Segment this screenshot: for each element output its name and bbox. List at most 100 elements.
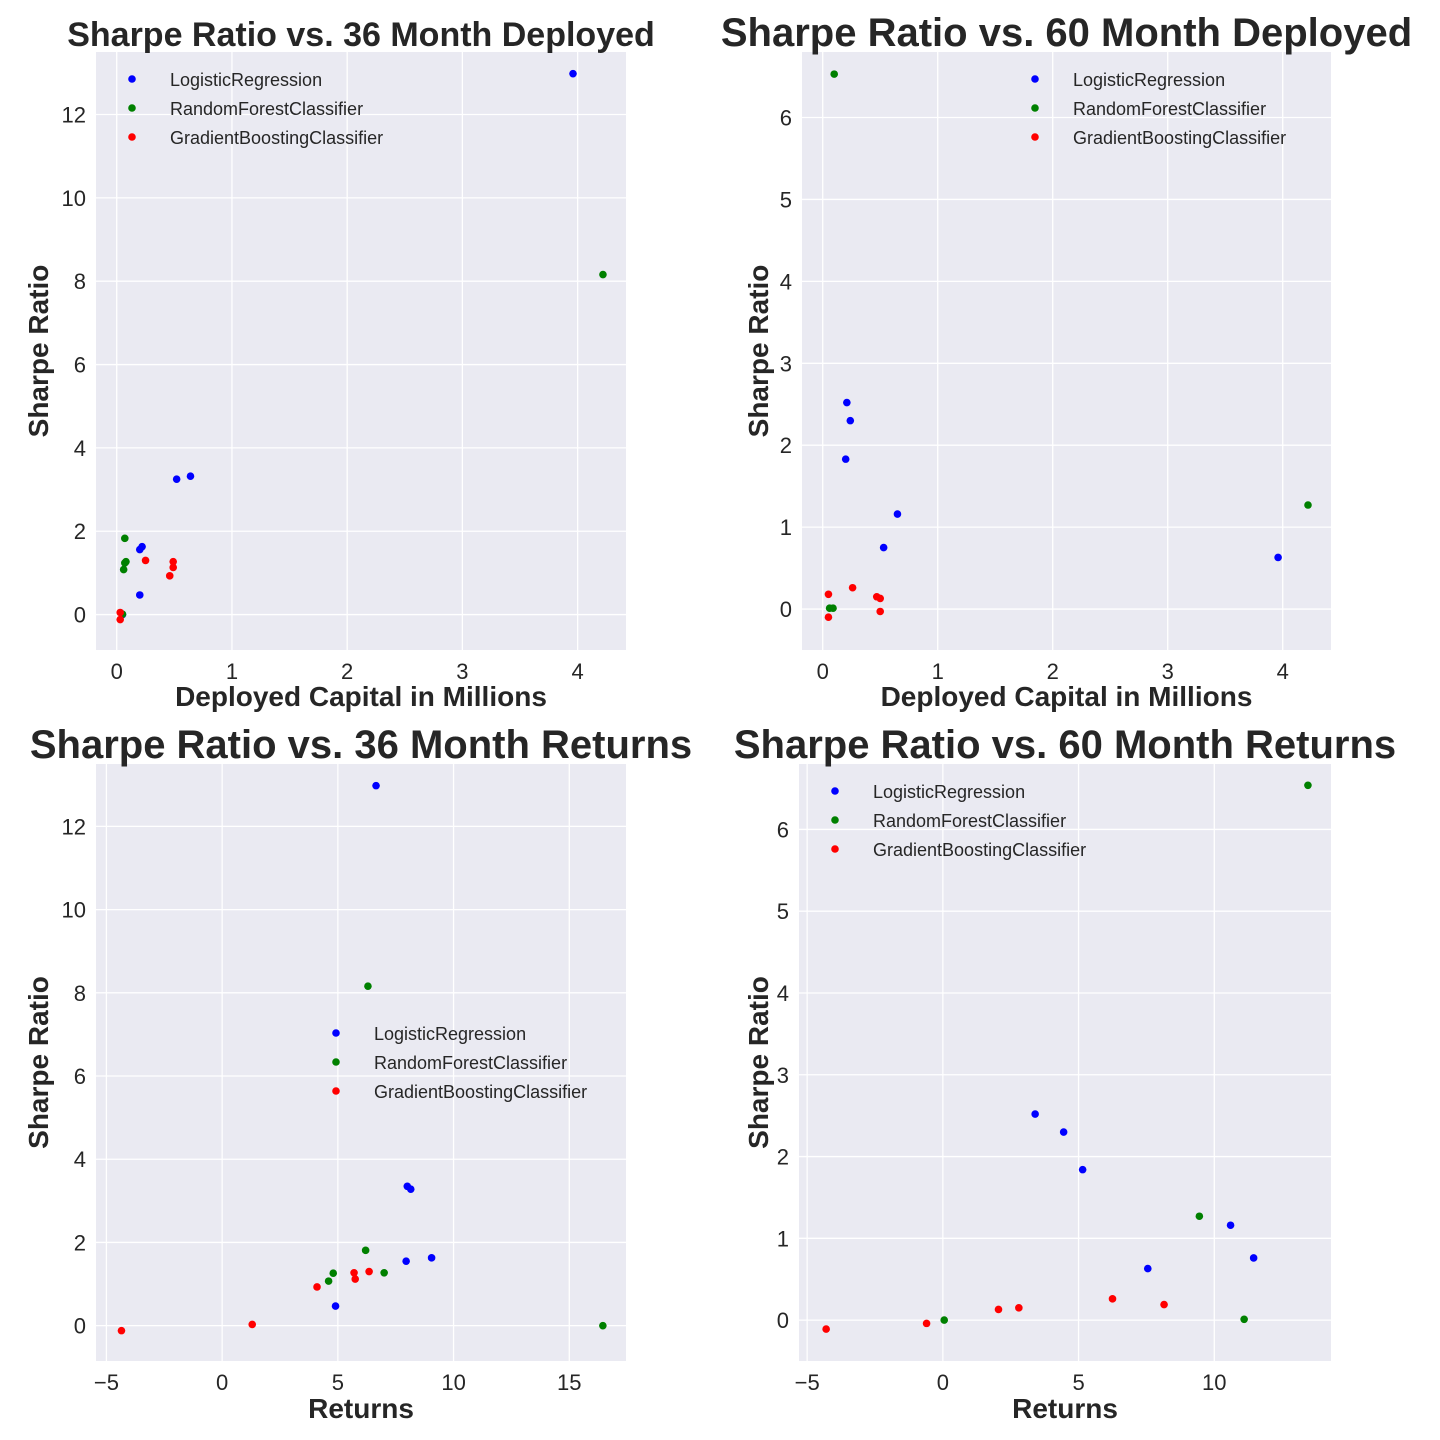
y-tick-label: 0 — [74, 603, 86, 628]
legend-entry: LogisticRegression — [170, 70, 322, 90]
data-point-gradientboostingclassifier — [876, 607, 884, 616]
data-point-randomforestclassifier — [121, 534, 129, 543]
x-axis-label: Deployed Capital in Millions — [881, 681, 1253, 712]
legend-entry: GradientBoostingClassifier — [1073, 128, 1286, 148]
plot-area — [802, 52, 1331, 650]
legend-marker — [1031, 75, 1039, 83]
x-axis-label: Returns — [308, 1393, 414, 1424]
x-tick-label: 15 — [557, 1370, 581, 1395]
data-point-logisticregression — [135, 545, 144, 554]
data-point-randomforestclassifier — [599, 1321, 607, 1330]
data-point-logisticregression — [1274, 553, 1282, 562]
subplot-4: −5 0 5 10 0 1 2 3 4 5 6 Sharpe Ratio vs. 60 Month R… — [734, 723, 1396, 1424]
legend: LogisticRegression RandomForestClassifier… — [831, 782, 1086, 860]
x-tick-label: 10 — [1202, 1370, 1226, 1395]
y-tick-label: 1 — [780, 515, 792, 540]
data-point-gradientboostingclassifier — [994, 1305, 1003, 1314]
data-point-gradientboostingclassifier — [1015, 1304, 1023, 1312]
x-axis-label: Returns — [1012, 1393, 1118, 1424]
legend-entry: LogisticRegression — [374, 1024, 526, 1044]
y-tick-label: 8 — [74, 981, 86, 1006]
legend-marker — [1031, 133, 1039, 141]
data-point-logisticregression — [841, 455, 850, 463]
legend-marker — [831, 787, 839, 795]
chart-title: Sharpe Ratio vs. 36 Month Returns — [30, 723, 692, 767]
data-point-gradientboostingclassifier — [876, 594, 884, 603]
x-tick-label: 5 — [1072, 1370, 1084, 1395]
x-tick-label: −5 — [94, 1370, 119, 1395]
data-point-logisticregression — [172, 475, 181, 483]
legend-entry: LogisticRegression — [873, 782, 1025, 802]
y-tick-label: 2 — [74, 519, 86, 544]
data-point-gradientboostingclassifier — [141, 556, 150, 565]
x-tick-label: 1 — [932, 659, 944, 684]
data-point-logisticregression — [1078, 1165, 1087, 1174]
data-point-randomforestclassifier — [324, 1277, 333, 1285]
data-point-gradientboostingclassifier — [169, 557, 177, 566]
data-point-gradientboostingclassifier — [116, 615, 124, 624]
y-tick-label: 0 — [74, 1314, 86, 1339]
data-point-randomforestclassifier — [364, 982, 372, 990]
y-tick-label: 10 — [62, 898, 86, 923]
data-point-logisticregression — [372, 781, 380, 790]
data-point-gradientboostingclassifier — [116, 608, 124, 617]
data-point-gradientboostingclassifier — [922, 1319, 931, 1328]
x-tick-label: 0 — [216, 1370, 228, 1395]
legend-marker — [831, 845, 839, 853]
legend-marker — [332, 1058, 340, 1066]
data-point-gradientboostingclassifier — [165, 572, 174, 580]
y-tick-label: 6 — [780, 106, 792, 131]
data-point-randomforestclassifier — [1195, 1212, 1204, 1221]
legend-marker — [128, 133, 136, 141]
data-point-logisticregression — [406, 1185, 415, 1193]
legend-marker — [332, 1087, 340, 1095]
y-tick-label: 2 — [74, 1230, 86, 1255]
y-axis-label: Sharpe Ratio — [23, 265, 54, 438]
data-point-logisticregression — [1249, 1254, 1258, 1262]
data-point-logisticregression — [879, 543, 888, 552]
x-tick-label: 3 — [1162, 659, 1174, 684]
chart-title: Sharpe Ratio vs. 60 Month Deployed — [721, 11, 1412, 55]
legend-entry: GradientBoostingClassifier — [374, 1082, 587, 1102]
legend: LogisticRegression RandomForestClassifier… — [332, 1024, 587, 1102]
data-point-gradientboostingclassifier — [351, 1275, 360, 1283]
data-point-logisticregression — [1031, 1110, 1039, 1118]
y-axis-label: Sharpe Ratio — [743, 976, 774, 1149]
data-point-gradientboostingclassifier — [824, 613, 833, 622]
y-axis-label: Sharpe Ratio — [743, 265, 774, 438]
y-tick-label: 12 — [62, 103, 86, 128]
data-point-gradientboostingclassifier — [350, 1269, 358, 1277]
legend: LogisticRegression RandomForestClassifier… — [128, 70, 383, 148]
data-point-gradientboostingclassifier — [117, 1326, 126, 1335]
y-tick-label: 4 — [777, 981, 789, 1006]
y-tick-label: 2 — [780, 433, 792, 458]
legend-entry: RandomForestClassifier — [170, 99, 363, 119]
legend-entry: GradientBoostingClassifier — [873, 840, 1086, 860]
data-point-randomforestclassifier — [940, 1316, 949, 1324]
x-tick-label: 4 — [1277, 659, 1289, 684]
data-point-logisticregression — [135, 591, 144, 599]
x-tick-label: −5 — [795, 1370, 820, 1395]
data-point-logisticregression — [1226, 1221, 1235, 1230]
y-tick-label: 12 — [62, 814, 86, 839]
x-tick-label: 5 — [332, 1370, 344, 1395]
data-point-randomforestclassifier — [121, 559, 129, 567]
x-tick-label: 0 — [817, 659, 829, 684]
y-tick-label: 3 — [780, 351, 792, 376]
y-tick-label: 6 — [777, 817, 789, 842]
plot-area — [96, 52, 626, 650]
data-point-gradientboostingclassifier — [848, 583, 857, 592]
plot-area — [799, 764, 1331, 1361]
y-tick-label: 4 — [780, 269, 792, 294]
y-tick-label: 2 — [777, 1145, 789, 1170]
subplot-3: −5 0 5 10 15 0 2 4 6 8 10 12 Sharpe Ratio vs. 36 Mon… — [23, 723, 692, 1424]
x-tick-label: 10 — [441, 1370, 465, 1395]
x-tick-label: 3 — [456, 659, 468, 684]
y-axis-label: Sharpe Ratio — [23, 976, 54, 1149]
data-point-logisticregression — [186, 472, 195, 481]
data-point-randomforestclassifier — [380, 1269, 388, 1277]
data-point-randomforestclassifier — [1304, 781, 1312, 790]
data-point-randomforestclassifier — [361, 1246, 370, 1255]
